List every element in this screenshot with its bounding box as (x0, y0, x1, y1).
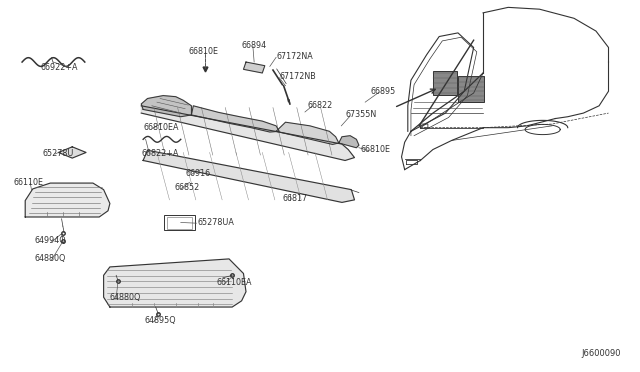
Polygon shape (191, 106, 279, 132)
Text: 64880Q: 64880Q (35, 254, 66, 263)
Polygon shape (141, 96, 191, 117)
Polygon shape (243, 62, 265, 73)
Polygon shape (104, 259, 246, 307)
Polygon shape (143, 150, 355, 202)
Text: 64994Q: 64994Q (35, 236, 67, 245)
Text: 66922+A: 66922+A (41, 63, 78, 72)
Text: 65278UA: 65278UA (198, 218, 235, 227)
Text: 66817: 66817 (282, 194, 307, 203)
Text: 66810E: 66810E (188, 46, 218, 55)
Text: 67172NA: 67172NA (276, 52, 313, 61)
Polygon shape (339, 136, 359, 148)
Text: 67172NB: 67172NB (279, 72, 316, 81)
Text: 66110E: 66110E (14, 178, 44, 187)
Text: 67355N: 67355N (345, 110, 376, 119)
Text: 66822: 66822 (307, 101, 333, 110)
Text: 64895Q: 64895Q (145, 317, 176, 326)
Text: 66916: 66916 (185, 169, 211, 178)
Text: 66852: 66852 (175, 183, 200, 192)
Polygon shape (276, 122, 339, 144)
FancyBboxPatch shape (458, 76, 484, 102)
Bar (164, 215, 195, 231)
Polygon shape (58, 147, 86, 158)
Polygon shape (141, 106, 355, 160)
Text: 66810EA: 66810EA (143, 123, 179, 132)
Polygon shape (25, 183, 110, 217)
Text: 65278U: 65278U (43, 149, 74, 158)
FancyBboxPatch shape (433, 71, 457, 95)
Text: 64880Q: 64880Q (110, 293, 141, 302)
Bar (167, 217, 192, 229)
Text: 66894: 66894 (242, 41, 267, 50)
Text: 66895: 66895 (370, 87, 396, 96)
Text: 66810E: 66810E (361, 145, 391, 154)
Text: J6600090: J6600090 (582, 349, 621, 358)
Text: 66110EA: 66110EA (216, 278, 252, 287)
Text: 66822+A: 66822+A (141, 149, 179, 158)
